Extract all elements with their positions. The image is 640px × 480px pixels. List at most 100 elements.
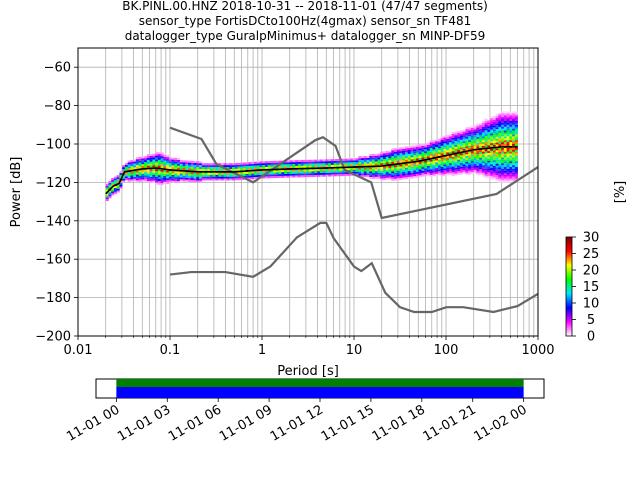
psd-cell xyxy=(295,163,299,166)
psd-cell xyxy=(363,167,367,170)
psd-cell xyxy=(451,168,455,171)
psd-cell xyxy=(124,164,128,167)
psd-cell xyxy=(457,173,461,175)
psd-cell xyxy=(462,139,466,142)
psd-cell xyxy=(385,172,389,175)
psd-cell xyxy=(185,166,189,169)
psd-cell xyxy=(207,165,211,168)
psd-cell xyxy=(503,142,507,144)
psd-cell xyxy=(514,147,518,150)
psd-cell xyxy=(465,169,469,172)
psd-cell xyxy=(465,134,469,137)
psd-cell xyxy=(303,165,307,168)
psd-cell xyxy=(122,178,126,181)
psd-cell xyxy=(432,159,436,161)
psd-cell xyxy=(333,168,337,171)
psd-cell xyxy=(468,163,472,166)
psd-cell xyxy=(429,174,433,177)
psd-cell xyxy=(240,174,244,177)
psd-cell xyxy=(479,132,483,135)
psd-cell xyxy=(108,190,112,193)
psd-cell xyxy=(512,178,516,181)
psd-cell xyxy=(163,162,167,165)
psd-cell xyxy=(350,162,354,165)
psd-cell xyxy=(149,165,153,168)
psd-cell xyxy=(212,163,216,166)
psd-cell xyxy=(380,172,384,175)
psd-cell xyxy=(506,157,510,160)
psd-cell xyxy=(333,164,337,167)
time-tick-label: 11-02 00 xyxy=(472,402,530,444)
psd-cell xyxy=(166,174,170,177)
psd-cell xyxy=(262,170,266,173)
psd-cell xyxy=(300,175,304,178)
psd-cell xyxy=(468,136,472,139)
psd-cell xyxy=(251,163,255,166)
psd-cell xyxy=(177,173,181,176)
psd-cell xyxy=(229,176,233,179)
psd-cell xyxy=(385,152,389,155)
psd-cell xyxy=(402,154,406,157)
psd-cell xyxy=(160,164,164,166)
psd-cell xyxy=(415,158,420,161)
psd-cell xyxy=(490,145,494,147)
psd-cell xyxy=(270,174,274,177)
psd-cell xyxy=(437,138,442,141)
psd-cell xyxy=(512,126,516,129)
psd-cell xyxy=(410,166,414,169)
psd-cell xyxy=(501,159,505,162)
psd-cell xyxy=(481,153,485,156)
psd-cell xyxy=(319,165,323,168)
psd-cell xyxy=(512,144,516,146)
psd-cell xyxy=(358,156,362,159)
psd-cell xyxy=(124,174,128,177)
psd-cell xyxy=(160,183,164,186)
psd-cell xyxy=(232,178,236,181)
psd-cell xyxy=(328,161,332,164)
psd-cell xyxy=(451,145,455,148)
psd-cell xyxy=(484,137,488,140)
psd-cell xyxy=(421,170,425,173)
psd-cell xyxy=(232,167,236,169)
psd-cell xyxy=(253,167,258,170)
psd-cell xyxy=(391,165,395,168)
psd-cell xyxy=(391,171,395,174)
psd-cell xyxy=(437,154,442,156)
psd-cell xyxy=(470,168,474,171)
psd-cell xyxy=(380,153,384,156)
psd-cell xyxy=(448,134,452,137)
psd-cell xyxy=(435,173,439,176)
psd-cell xyxy=(432,145,436,148)
psd-cell xyxy=(221,168,225,171)
psd-cell xyxy=(286,169,290,172)
psd-cell xyxy=(495,169,499,172)
psd-cell xyxy=(484,155,488,158)
psd-cell xyxy=(133,163,137,166)
psd-cell xyxy=(448,170,452,173)
psd-cell xyxy=(468,159,472,162)
psd-cell xyxy=(168,178,172,181)
psd-cell xyxy=(492,119,496,122)
psd-cell xyxy=(160,177,164,180)
psd-cell xyxy=(421,144,425,146)
psd-cell xyxy=(253,175,258,178)
psd-cell xyxy=(446,144,450,147)
psd-cell xyxy=(248,177,252,180)
psd-cell xyxy=(448,167,452,170)
psd-cell xyxy=(495,157,499,160)
psd-cell xyxy=(306,171,310,174)
psd-cell xyxy=(402,168,406,170)
psd-cell xyxy=(506,174,510,177)
x-tick-label: 1000 xyxy=(521,343,554,358)
psd-cell xyxy=(506,180,510,183)
psd-cell xyxy=(237,168,241,171)
psd-cell xyxy=(407,157,411,160)
psd-cell xyxy=(394,176,398,179)
psd-cell xyxy=(501,126,505,129)
psd-cell xyxy=(495,127,499,130)
psd-cell xyxy=(163,166,167,169)
psd-cell xyxy=(418,144,422,147)
psd-cell xyxy=(443,174,447,176)
psd-cell xyxy=(448,145,452,148)
